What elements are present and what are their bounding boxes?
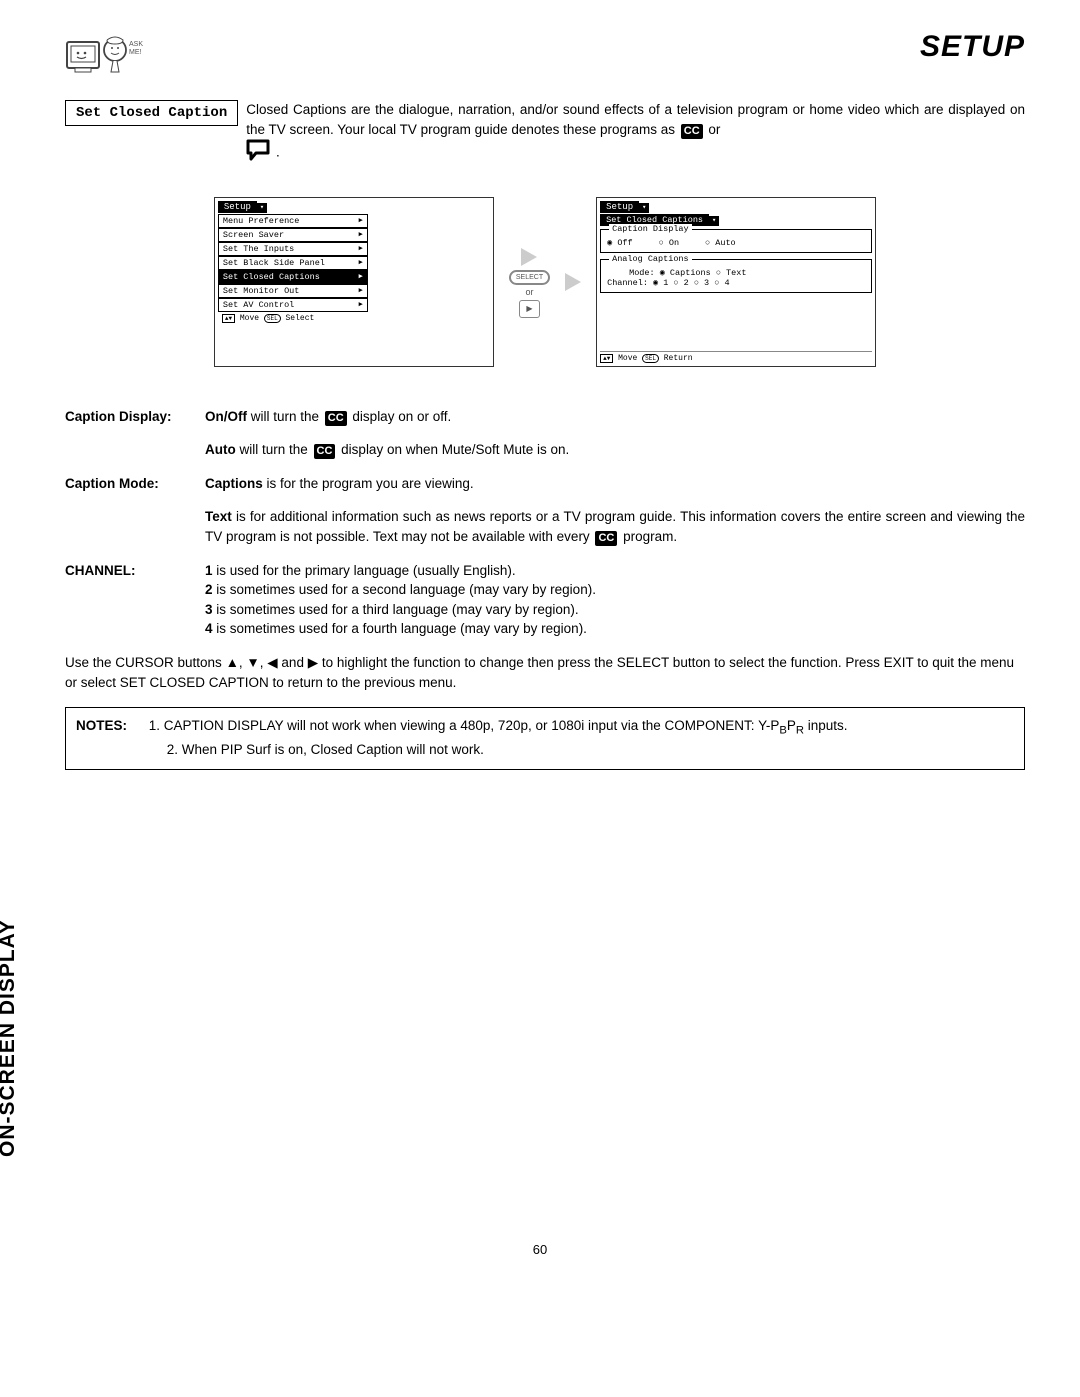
caption-display-legend: Caption Display — [609, 224, 692, 234]
caption-mode-desc-1: Captions is for the program you are view… — [205, 474, 1025, 494]
caption-mode-desc-2: Text is for additional information such … — [205, 507, 1025, 546]
ch4: 4 — [205, 621, 213, 636]
note-1: 1. CAPTION DISPLAY will not work when vi… — [149, 718, 848, 733]
ch2: 2 — [205, 582, 213, 597]
analog-captions-fieldset: Analog Captions Mode: ◉ Captions ○ Text … — [600, 259, 872, 293]
radio-option: On — [659, 238, 679, 248]
caption-display-fieldset: Caption Display OffOnAuto — [600, 229, 872, 253]
n1d: R — [796, 725, 804, 737]
menu1-item: Set Black Side Panel▶ — [218, 256, 368, 270]
mode-line: Mode: ◉ Captions ○ Text — [629, 268, 865, 278]
select-button-icon: SELECT — [509, 270, 550, 285]
n1a: 1. CAPTION DISPLAY will not work when vi… — [149, 718, 780, 733]
intro-or: or — [708, 122, 720, 137]
cc-badge: CC — [595, 531, 617, 546]
menu1-item: Screen Saver▶ — [218, 228, 368, 242]
intro-text: Closed Captions are the dialogue, narrat… — [246, 100, 1025, 167]
channel-desc: 1 is used for the primary language (usua… — [205, 561, 1025, 639]
captions-bold: Captions — [205, 476, 263, 491]
cc-badge: CC — [314, 444, 336, 459]
arrow-or: or — [509, 285, 550, 299]
side-tab: ON-SCREEN DISPLAY — [0, 919, 20, 1157]
cc-badge: CC — [681, 124, 703, 139]
menu1-item: Menu Preference▶ — [218, 214, 368, 228]
menu2-foot: ▲▼ Move SEL Return — [600, 351, 872, 363]
radio-option: Auto — [705, 238, 736, 248]
ask-me-logo: ASK ME! — [65, 30, 153, 80]
notes-box: NOTES: 1. CAPTION DISPLAY will not work … — [65, 707, 1025, 770]
caption-display-desc-1: On/Off will turn the CC display on or of… — [205, 407, 1025, 427]
page-number: 60 — [533, 1242, 547, 1257]
ch3t: is sometimes used for a third language (… — [213, 602, 579, 617]
cursor-instructions: Use the CURSOR buttons ▲, ▼, ◀ and ▶ to … — [65, 653, 1025, 694]
intro-block: Set Closed Caption Closed Captions are t… — [65, 100, 1025, 167]
n1b: B — [779, 725, 787, 737]
section-label: Set Closed Caption — [65, 100, 238, 126]
menu1-item: Set Closed Captions▶ — [218, 270, 368, 284]
menu1-item: Set AV Control▶ — [218, 298, 368, 312]
cd2c: display on when Mute/Soft Mute is on. — [337, 442, 569, 457]
setup-menu-screenshot: Setup▾ Menu Preference▶Screen Saver▶Set … — [214, 197, 494, 367]
cd1c: display on or off. — [349, 409, 452, 424]
arrow-connector: SELECT or ▶ — [509, 245, 550, 318]
ch1: 1 — [205, 563, 213, 578]
channel-label: CHANNEL: — [65, 561, 195, 639]
channel-line: Channel: ◉ 1 ○ 2 ○ 3 ○ 4 — [607, 278, 865, 288]
caption-mode-label: Caption Mode: — [65, 474, 195, 494]
svg-text:ME!: ME! — [129, 49, 142, 56]
speech-bubble-icon — [246, 139, 272, 167]
cd1b: will turn the — [247, 409, 323, 424]
menu1-item: Set Monitor Out▶ — [218, 284, 368, 298]
ch2t: is sometimes used for a second language … — [213, 582, 596, 597]
radio-option: Off — [607, 238, 633, 248]
cursor-right-icon: ▶ — [519, 300, 539, 319]
definitions: Caption Display: On/Off will turn the CC… — [65, 407, 1025, 639]
cm1b: is for the program you are viewing. — [263, 476, 474, 491]
closed-caption-menu-screenshot: Setup▾ Set Closed Captions▾ Caption Disp… — [596, 197, 876, 367]
text-bold: Text — [205, 509, 232, 524]
menu2-tab: Setup — [600, 201, 639, 213]
note-2: 2. When PIP Surf is on, Closed Caption w… — [167, 742, 484, 757]
analog-legend: Analog Captions — [609, 254, 692, 264]
notes-label: NOTES: — [76, 718, 127, 733]
ch3: 3 — [205, 602, 213, 617]
caption-display-label: Caption Display: — [65, 407, 195, 427]
caption-display-desc-2: Auto will turn the CC display on when Mu… — [205, 440, 1025, 460]
cd2b: will turn the — [236, 442, 312, 457]
svg-text:ASK: ASK — [129, 41, 143, 48]
menu1-item: Set The Inputs▶ — [218, 242, 368, 256]
ch1t: is used for the primary language (usuall… — [213, 563, 516, 578]
page-header: ASK ME! SETUP — [65, 30, 1025, 80]
menu-screenshots: Setup▾ Menu Preference▶Screen Saver▶Set … — [65, 197, 1025, 367]
arrow-shape-2 — [565, 270, 581, 294]
intro-part1: Closed Captions are the dialogue, narrat… — [246, 102, 1025, 137]
cm2c: program. — [619, 529, 677, 544]
onoff-bold: On/Off — [205, 409, 247, 424]
n1e: inputs. — [804, 718, 848, 733]
n1c: P — [787, 718, 796, 733]
cc-badge: CC — [325, 411, 347, 426]
ch4t: is sometimes used for a fourth language … — [213, 621, 587, 636]
menu1-foot: ▲▼ Move SEL Select — [218, 313, 490, 324]
menu1-tab: Setup — [218, 201, 257, 213]
page-title: SETUP — [920, 30, 1025, 64]
auto-bold: Auto — [205, 442, 236, 457]
